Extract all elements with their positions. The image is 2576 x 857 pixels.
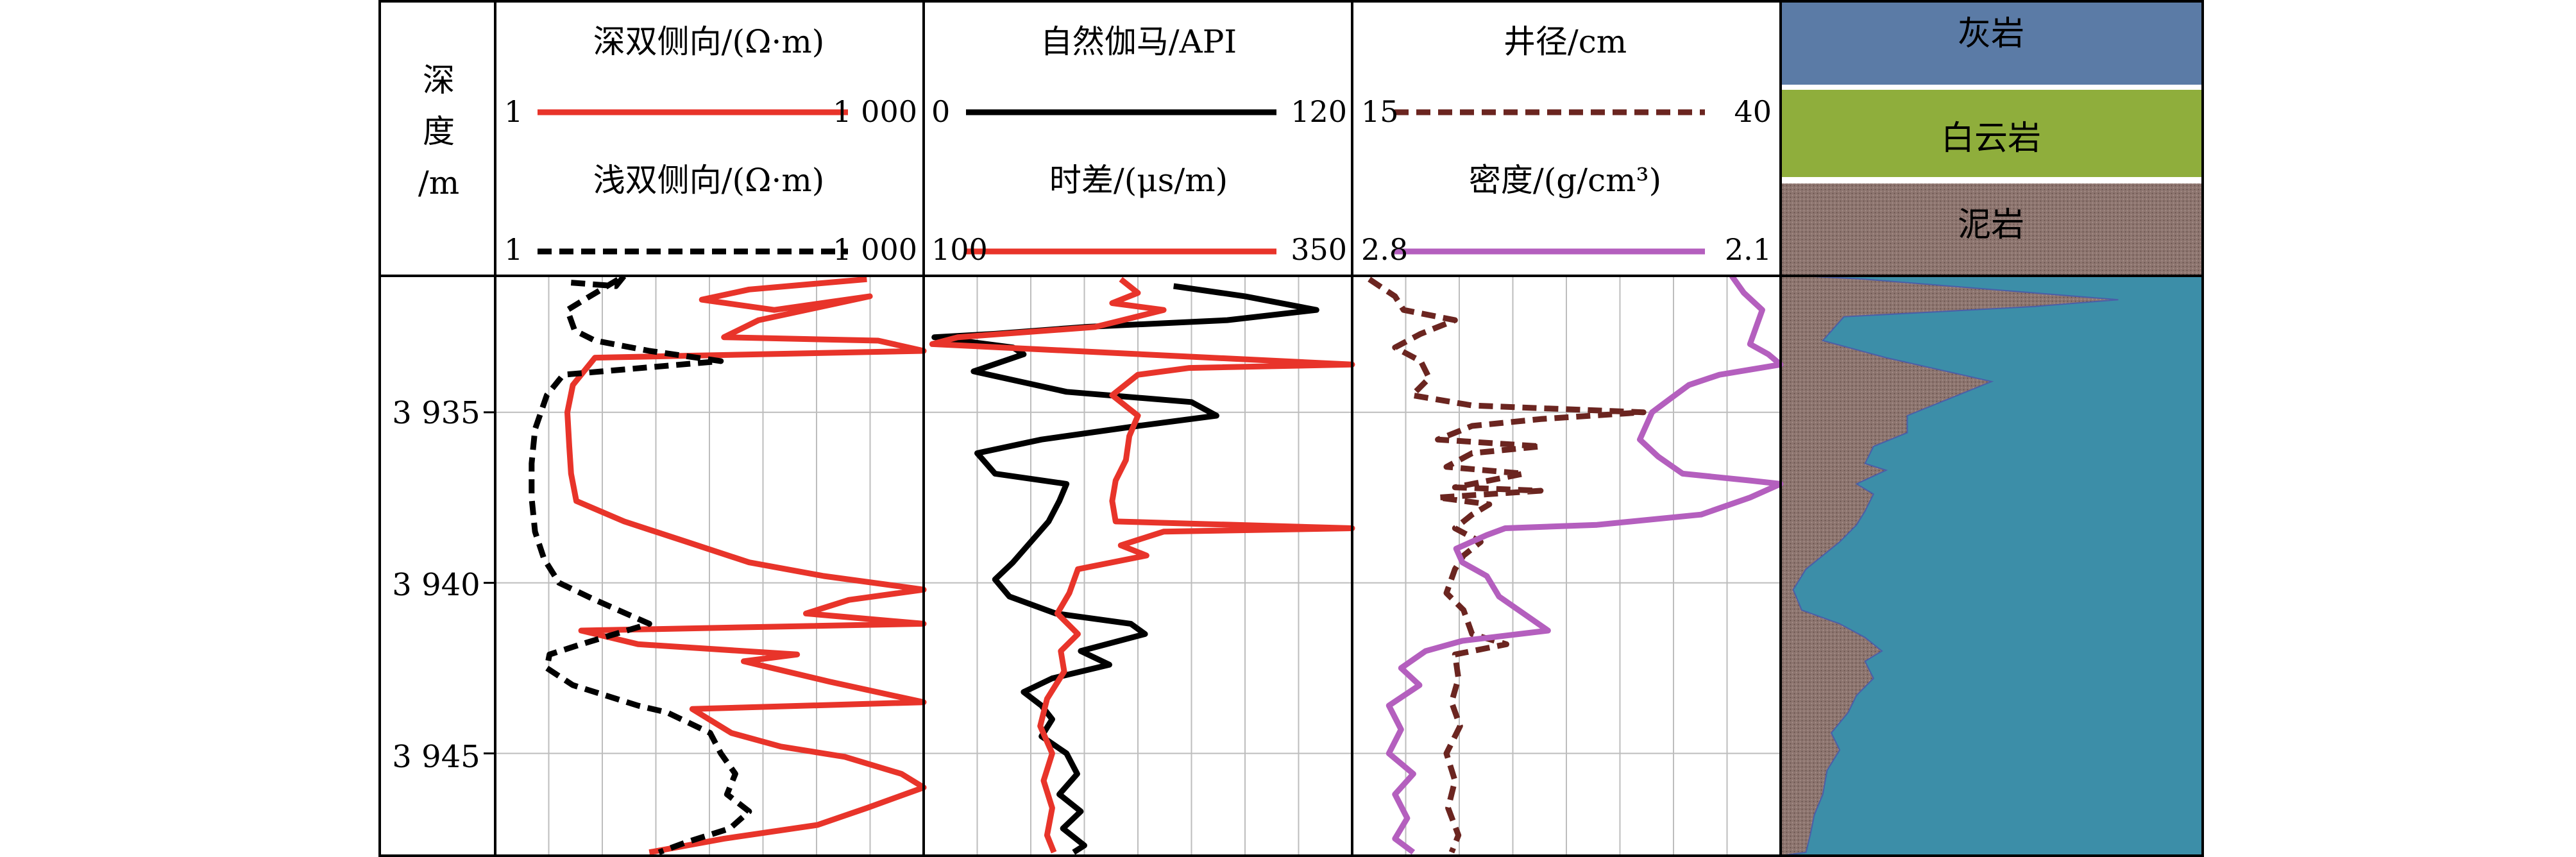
figure-frame xyxy=(378,0,2204,857)
legend-swatch-2 xyxy=(1781,183,2203,276)
legend-swatch-0 xyxy=(1781,0,2203,85)
sonic-title: 时差/(μs/m) xyxy=(1049,162,1228,199)
lithology-legend: 灰岩 白云岩 泥岩 xyxy=(1941,15,2041,244)
depth-tick-label-3945: 3 945 xyxy=(392,739,480,775)
deep-laterolog-title: 深双侧向/(Ω·m) xyxy=(593,23,825,60)
shallow-laterolog-scale-right: 1 000 xyxy=(833,232,917,267)
track2-header: 自然伽马/API 0 120 时差/(μs/m) 100 350 xyxy=(931,23,1347,267)
legend-swatch-1 xyxy=(1781,90,2203,177)
curve-2 xyxy=(529,273,752,855)
deep-laterolog-scale-right: 1 000 xyxy=(833,94,917,129)
depth-tick-label-3940: 3 940 xyxy=(392,567,480,603)
legend-label-dolomite: 白云岩 xyxy=(1941,119,2041,158)
depth-axis: 3 935 3 940 3 945 xyxy=(392,395,480,775)
legend-label-mudstone: 泥岩 xyxy=(1958,206,2024,244)
caliper-title: 井径/cm xyxy=(1504,23,1627,60)
caliper-scale-right: 40 xyxy=(1734,94,1772,129)
gamma-ray-scale-right: 120 xyxy=(1291,94,1347,129)
curve-4 xyxy=(929,276,1355,854)
shallow-laterolog-title: 浅双侧向/(Ω·m) xyxy=(593,162,825,199)
sonic-scale-right: 350 xyxy=(1291,232,1347,267)
depth-header: 深 度 /m xyxy=(418,62,459,201)
curve-3 xyxy=(931,283,1319,855)
track3-header: 井径/cm 15 40 密度/(g/cm³) 2.8 2.1 xyxy=(1361,23,1772,267)
legend-label-limestone: 灰岩 xyxy=(1958,15,2024,53)
density-scale-left: 2.8 xyxy=(1361,232,1408,267)
gamma-ray-title: 自然伽马/API xyxy=(1040,23,1237,60)
depth-title-line-2: 度 xyxy=(423,113,455,150)
deep-laterolog-scale-left: 1 xyxy=(504,94,523,129)
track1-header: 深双侧向/(Ω·m) 1 1 000 浅双侧向/(Ω·m) 1 1 000 xyxy=(504,23,917,267)
curve-6 xyxy=(1385,274,1784,855)
curve-5 xyxy=(1368,276,1647,854)
caliper-scale-left: 15 xyxy=(1361,94,1399,129)
depth-title-line-3: /m xyxy=(418,164,459,201)
density-scale-right: 2.1 xyxy=(1725,232,1772,267)
density-title: 密度/(g/cm³) xyxy=(1469,162,1661,199)
depth-title-line-1: 深 xyxy=(423,62,455,99)
gamma-ray-scale-left: 0 xyxy=(931,94,950,129)
lithology-mudstone-area xyxy=(1780,275,2119,857)
shallow-laterolog-scale-left: 1 xyxy=(504,232,523,267)
sonic-scale-left: 100 xyxy=(931,232,988,267)
depth-tick-label-3935: 3 935 xyxy=(392,395,480,431)
